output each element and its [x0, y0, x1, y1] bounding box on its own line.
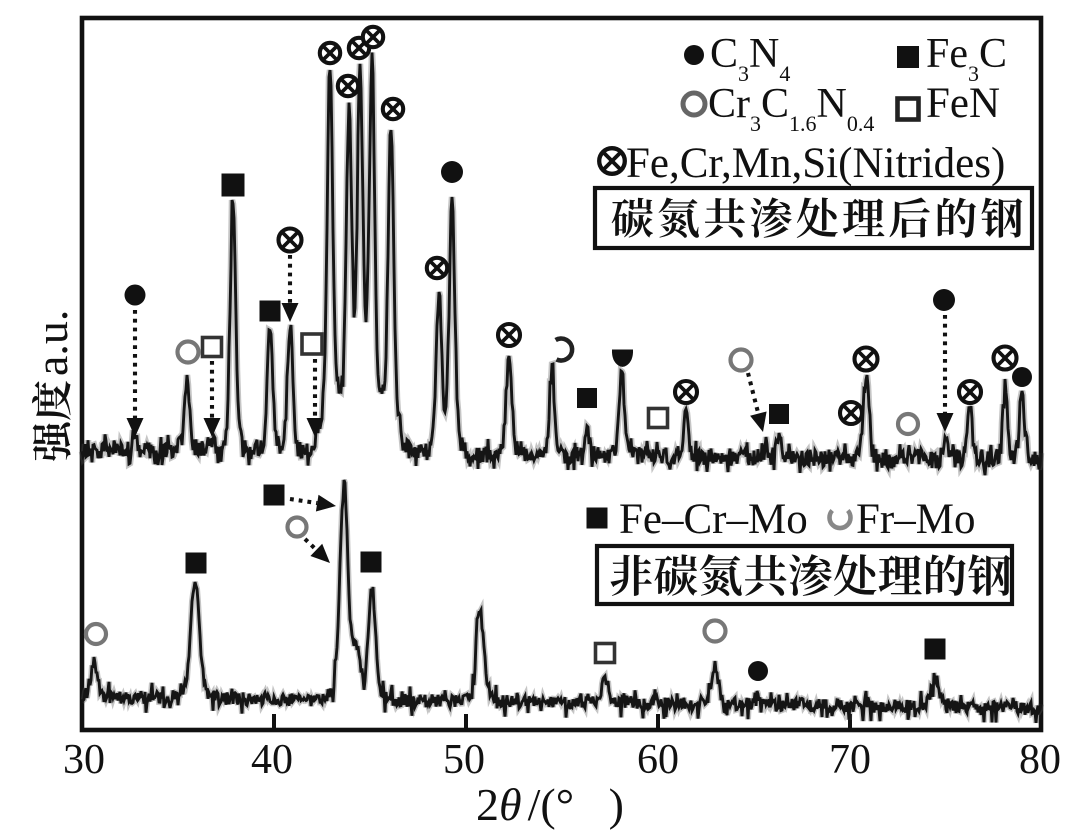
svg-text:2θ/(° ): 2θ/(° ) [476, 779, 624, 830]
svg-text:70: 70 [829, 737, 871, 783]
svg-text:Fe,Cr,Mn,Si(Nitrides): Fe,Cr,Mn,Si(Nitrides) [626, 140, 1005, 187]
svg-text:60: 60 [637, 737, 679, 783]
svg-text:Fe–Cr–Mo: Fe–Cr–Mo [619, 496, 808, 543]
svg-text:80: 80 [1019, 737, 1061, 783]
svg-text:a.u.: a.u. [26, 310, 77, 376]
svg-text:50: 50 [443, 737, 485, 783]
svg-text:Fe3C: Fe3C [926, 31, 1007, 86]
svg-text:Fr–Mo: Fr–Mo [856, 496, 975, 543]
svg-text:FeN: FeN [926, 80, 1000, 127]
svg-text:40: 40 [251, 737, 293, 783]
svg-text:C3N4: C3N4 [710, 31, 790, 86]
svg-text:30: 30 [63, 737, 105, 783]
svg-text:Cr3C1.6N0.4: Cr3C1.6N0.4 [708, 81, 874, 136]
